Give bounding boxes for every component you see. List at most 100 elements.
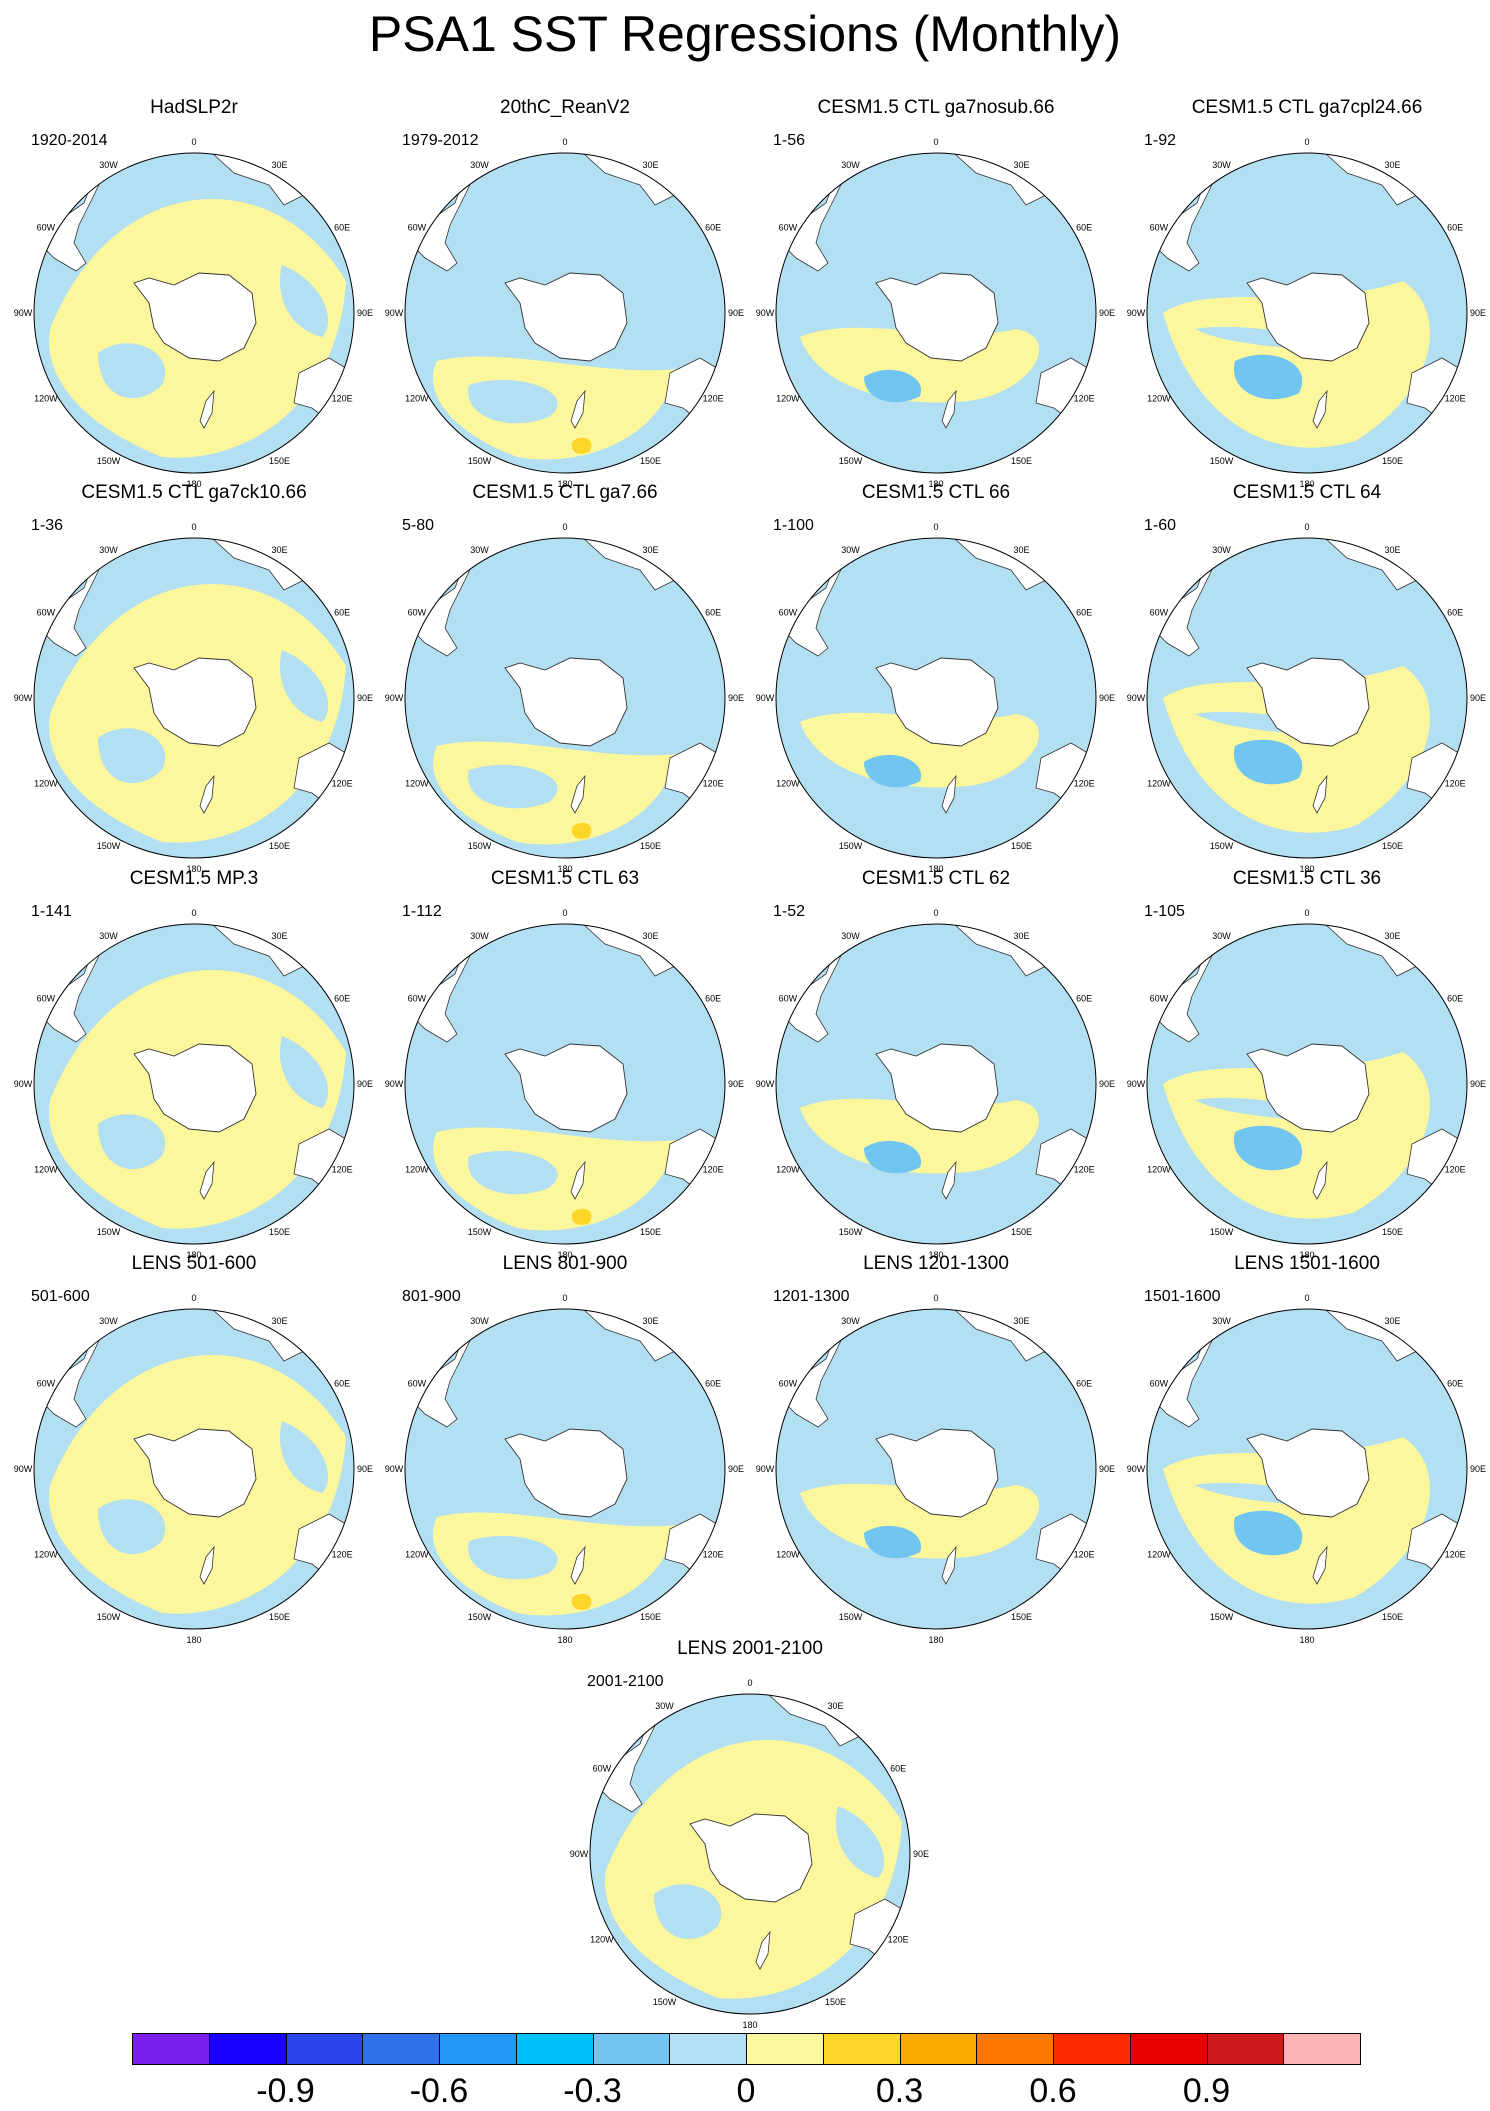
longitude-label: 60W [37, 1379, 56, 1389]
longitude-label: 120E [703, 1165, 724, 1175]
longitude-label: 0 [933, 908, 938, 918]
antarctica-land [133, 1428, 257, 1518]
longitude-label: 0 [933, 1293, 938, 1303]
longitude-label: 150W [468, 841, 492, 851]
longitude-label: 150E [1011, 841, 1032, 851]
longitude-label: 120W [776, 394, 800, 404]
longitude-label: 30W [1212, 931, 1231, 941]
longitude-label: 30W [470, 931, 489, 941]
longitude-label: 150E [269, 841, 290, 851]
new-zealand-land [199, 774, 215, 814]
longitude-label: 90E [1470, 693, 1486, 703]
new-zealand-land [1312, 774, 1328, 814]
longitude-label: 150W [839, 456, 863, 466]
longitude-label: 90E [728, 1464, 744, 1474]
map-panel: HadSLP2r 1920-2014 0 30E 60E 90E 120E 150E 180 15… [9, 97, 379, 489]
panel-title: LENS 1201-1300 [863, 1253, 1009, 1274]
anomaly-region [571, 822, 592, 839]
longitude-label: 150W [97, 456, 121, 466]
longitude-label: 150E [269, 456, 290, 466]
longitude-label: 90E [728, 693, 744, 703]
anomaly-region [571, 437, 592, 454]
longitude-label: 120E [703, 779, 724, 789]
longitude-label: 60W [779, 994, 798, 1004]
longitude-label: 180 [928, 864, 943, 874]
new-zealand-land [941, 1545, 957, 1585]
longitude-label: 30W [1212, 1316, 1231, 1326]
colorbar-swatch [976, 2033, 1054, 2065]
longitude-label: 180 [742, 2020, 757, 2030]
new-zealand-land [199, 389, 215, 429]
longitude-label: 90W [1127, 1079, 1146, 1089]
map-panel: CESM1.5 CTL ga7ck10.66 1-36 0 30E 60E 90E 120E… [9, 482, 379, 874]
panel-year-range: 1979-2012 [402, 132, 479, 149]
panel-title: CESM1.5 CTL 64 [1232, 482, 1382, 503]
longitude-label: 60E [334, 1379, 350, 1389]
colorbar-tick-label: 0.9 [1182, 2072, 1231, 2110]
anomaly-region [864, 1525, 922, 1559]
longitude-label: 180 [1299, 479, 1314, 489]
longitude-label: 60W [779, 223, 798, 233]
longitude-label: 60W [408, 994, 427, 1004]
new-zealand-land [941, 774, 957, 814]
polar-map: 0 30E 60E 90E 120E 150E 180 150W 120W 90W 60W 30W [1127, 908, 1486, 1260]
longitude-label: 120E [1074, 394, 1095, 404]
longitude-label: 120W [405, 394, 429, 404]
antarctica-land [133, 272, 257, 362]
longitude-label: 60E [705, 1379, 721, 1389]
longitude-label: 120E [332, 779, 353, 789]
longitude-label: 30W [1212, 545, 1231, 555]
anomaly-region [1233, 1510, 1303, 1556]
longitude-label: 90W [14, 308, 33, 318]
longitude-label: 90W [14, 1464, 33, 1474]
longitude-label: 150E [640, 456, 661, 466]
longitude-label: 90W [756, 1464, 775, 1474]
antarctica-land [1246, 1043, 1370, 1133]
map-panel: CESM1.5 CTL 62 1-52 0 30E 60E 90E 120E 150E 180 1… [751, 868, 1121, 1260]
longitude-label: 30E [271, 931, 287, 941]
new-zealand-land [941, 1160, 957, 1200]
longitude-label: 60W [593, 1764, 612, 1774]
panel-title: CESM1.5 CTL ga7.66 [472, 482, 658, 503]
longitude-label: 60W [408, 1379, 427, 1389]
longitude-label: 0 [191, 137, 196, 147]
panel-title: CESM1.5 CTL 36 [1232, 868, 1382, 889]
longitude-label: 60W [1150, 994, 1169, 1004]
new-zealand-land [1312, 389, 1328, 429]
longitude-label: 30W [470, 160, 489, 170]
longitude-label: 90W [756, 693, 775, 703]
longitude-label: 120E [703, 1550, 724, 1560]
longitude-label: 180 [1299, 1635, 1314, 1645]
map-panel: CESM1.5 CTL ga7nosub.66 1-56 0 30E 60E 90E 120… [751, 97, 1121, 489]
longitude-label: 120W [1147, 1550, 1171, 1560]
colorbar-swatch [822, 2033, 901, 2065]
longitude-label: 180 [928, 1250, 943, 1260]
antarctica-land [1246, 272, 1370, 362]
longitude-label: 150E [1382, 841, 1403, 851]
panel-title: CESM1.5 CTL 66 [861, 482, 1011, 503]
longitude-label: 90E [728, 1079, 744, 1089]
longitude-label: 120E [332, 1550, 353, 1560]
longitude-label: 150W [97, 1227, 121, 1237]
longitude-label: 150E [640, 841, 661, 851]
anomaly-region [98, 343, 166, 399]
longitude-label: 120W [1147, 394, 1171, 404]
panel-year-range: 1-112 [402, 903, 442, 920]
panel-year-range: 1-52 [773, 903, 806, 920]
colorbar-tick-label: 0 [736, 2072, 756, 2110]
longitude-label: 0 [1304, 137, 1309, 147]
longitude-label: 30E [642, 1316, 658, 1326]
antarctica-land [133, 1043, 257, 1133]
panel-title: CESM1.5 CTL ga7nosub.66 [817, 97, 1055, 118]
longitude-label: 30E [1013, 1316, 1029, 1326]
polar-map: 0 30E 60E 90E 120E 150E 180 150W 120W 90W 60W 30W [1127, 137, 1486, 489]
longitude-label: 60E [334, 608, 350, 618]
anomaly-region [279, 650, 329, 722]
longitude-label: 120W [405, 1165, 429, 1175]
panel-year-range: 1-60 [1144, 517, 1177, 534]
longitude-label: 120W [34, 1550, 58, 1560]
polar-map: 0 30E 60E 90E 120E 150E 180 150W 120W 90W 60W 30W [1127, 1293, 1486, 1645]
colorbar-swatch [746, 2033, 824, 2065]
panel-title: HadSLP2r [150, 97, 238, 118]
longitude-label: 150E [1011, 456, 1032, 466]
